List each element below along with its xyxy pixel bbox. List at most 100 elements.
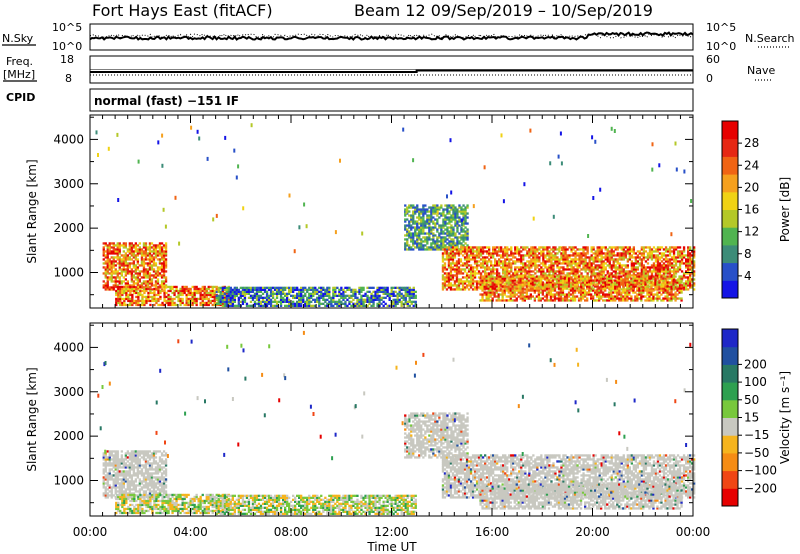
heatmap-cell (338, 294, 341, 297)
heatmap-cell (376, 302, 379, 305)
heatmap-cell (506, 272, 509, 275)
heatmap-cell (532, 258, 535, 261)
heatmap-cell (682, 248, 686, 251)
heatmap-cell (440, 228, 443, 231)
heatmap-cell (539, 285, 543, 288)
heatmap-cell (685, 276, 688, 279)
heatmap-cell (640, 258, 644, 261)
heatmap-cell (500, 262, 503, 265)
heatmap-cell (191, 301, 194, 305)
heatmap-cell (566, 264, 569, 267)
heatmap-cell (514, 252, 517, 255)
heatmap-cell (461, 280, 465, 283)
heatmap-cell (514, 256, 517, 259)
heatmap-cell (400, 294, 403, 297)
heatmap-cell (237, 292, 241, 295)
heatmap-cell (110, 268, 113, 271)
heatmap-cell (610, 264, 613, 267)
heatmap-cell (298, 288, 301, 291)
heatmap-cell (572, 252, 575, 255)
heatmap-cell (445, 268, 449, 271)
heatmap-cell (162, 252, 166, 255)
heatmap-cell (154, 274, 158, 277)
heatmap-cell (160, 242, 164, 245)
heatmap-cell (463, 246, 467, 249)
heatmap-cell (169, 297, 172, 301)
heatmap-cell (390, 292, 393, 295)
heatmap-cell (459, 282, 463, 285)
heatmap-cell (578, 266, 581, 269)
heatmap-cell (147, 291, 150, 295)
heatmap-cell (119, 287, 122, 291)
heatmap-cell (670, 266, 674, 269)
heatmap-cell (630, 295, 633, 298)
heatmap-cell (489, 281, 492, 284)
heatmap-cell (160, 254, 164, 257)
heatmap-cell (446, 238, 449, 241)
heatmap-cell (685, 284, 688, 287)
heatmap-cell (604, 289, 607, 292)
heatmap-cell (521, 291, 524, 294)
heatmap-cell (422, 248, 425, 251)
heatmap-cell (122, 260, 126, 263)
heatmap-cell (462, 220, 465, 223)
heatmap-cell (452, 204, 455, 207)
heatmap-cell (438, 226, 441, 229)
heatmap-cell (158, 244, 162, 247)
heatmap-cell (514, 272, 517, 275)
heatmap-cell (564, 268, 567, 271)
heatmap-cell (336, 300, 339, 303)
heatmap-cell (446, 208, 449, 211)
heatmap-cell (156, 270, 160, 273)
heatmap-cell (154, 246, 158, 249)
heatmap-cell (189, 287, 192, 291)
heatmap-cell (195, 301, 198, 305)
heatmap-cell (449, 288, 453, 291)
heatmap-cell (574, 256, 577, 259)
heatmap-cell (217, 288, 220, 291)
heatmap-cell (581, 277, 585, 280)
heatmap-cell (265, 302, 269, 305)
heatmap-cell (490, 256, 493, 259)
heatmap-cell (610, 275, 613, 278)
heatmap-cell (455, 276, 459, 279)
heatmap-cell (674, 262, 678, 265)
heatmap-cell (112, 272, 115, 275)
heatmap-cell (469, 272, 473, 275)
heatmap-cell (658, 256, 662, 259)
heatmap-cell (693, 246, 696, 249)
heatmap-cell (445, 276, 449, 279)
heatmap-cell (530, 246, 533, 249)
heatmap-cell (163, 299, 166, 303)
heatmap-cell (689, 254, 692, 257)
heatmap-cell (557, 297, 561, 300)
heatmap-cell (116, 258, 119, 261)
heatmap-cell (528, 260, 531, 263)
heatmap-cell (552, 248, 555, 251)
heatmap-cell (372, 290, 375, 293)
heatmap-cell (292, 294, 295, 297)
heatmap-cell (650, 254, 654, 257)
heatmap-cell (500, 254, 503, 257)
heatmap-cell (602, 281, 605, 284)
heatmap-cell (148, 250, 152, 253)
heatmap-cell (486, 260, 489, 263)
heatmap-cell (447, 284, 451, 287)
heatmap-cell (132, 284, 136, 287)
heatmap-cell (163, 303, 166, 307)
heatmap-cell (626, 295, 629, 298)
heatmap-cell (104, 254, 107, 257)
heatmap-cell (104, 266, 107, 269)
heatmap-cell (136, 266, 140, 269)
heatmap-cell (412, 226, 415, 229)
heatmap-cell (569, 297, 573, 300)
heatmap-cell (265, 286, 269, 289)
heatmap-cell (571, 299, 575, 302)
heatmap-cell (444, 220, 447, 223)
heatmap-cell (418, 212, 421, 215)
heatmap-cell (568, 260, 571, 263)
heatmap-cell (491, 277, 494, 280)
heatmap-cell (533, 291, 537, 294)
heatmap-cell (525, 291, 529, 294)
heatmap-cell (497, 283, 500, 286)
